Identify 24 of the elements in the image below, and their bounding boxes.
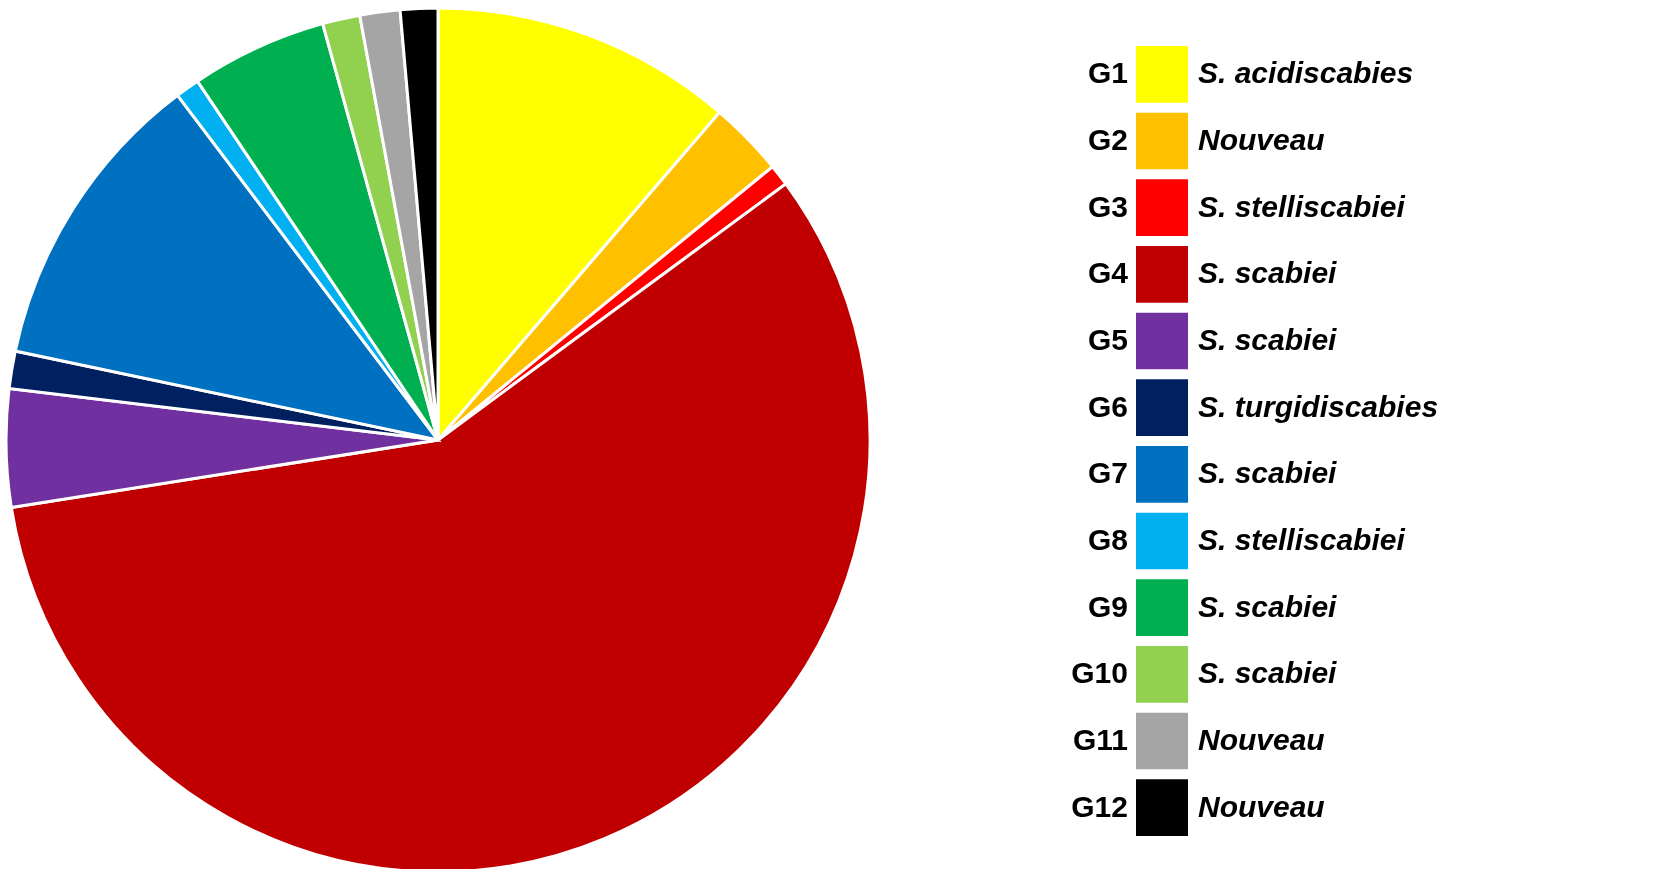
- text: Nouveau: [1198, 789, 1325, 823]
- text: S. scabiei: [1198, 456, 1337, 490]
- text: S. acidiscabies: [1198, 56, 1414, 90]
- text: S. turgidiscabies: [1198, 389, 1439, 423]
- text: S. scabiei: [1198, 256, 1337, 290]
- text: S. stelliscabiei: [1198, 523, 1405, 556]
- legend-label: G6: [1087, 389, 1128, 423]
- legend-label: G7: [1087, 456, 1128, 490]
- text: S. stelliscabiei: [1198, 189, 1405, 223]
- legend-label: G11: [1072, 723, 1128, 756]
- text: Nouveau: [1198, 123, 1325, 156]
- text: Nouveau: [1198, 723, 1325, 756]
- text: S. scabiei: [1198, 323, 1337, 356]
- legend-label: G10: [1071, 656, 1128, 690]
- legend-label: G8: [1087, 523, 1128, 556]
- legend-label: G3: [1087, 189, 1128, 223]
- text: S. scabiei: [1198, 589, 1337, 623]
- text: S. scabiei: [1198, 656, 1337, 690]
- legend-label: G4: [1087, 256, 1129, 290]
- legend-label: G9: [1087, 589, 1128, 623]
- legend-label: G12: [1071, 789, 1128, 823]
- legend-label: G5: [1087, 323, 1128, 356]
- legend-label: G1: [1087, 56, 1128, 90]
- legend-label: G2: [1087, 123, 1128, 156]
